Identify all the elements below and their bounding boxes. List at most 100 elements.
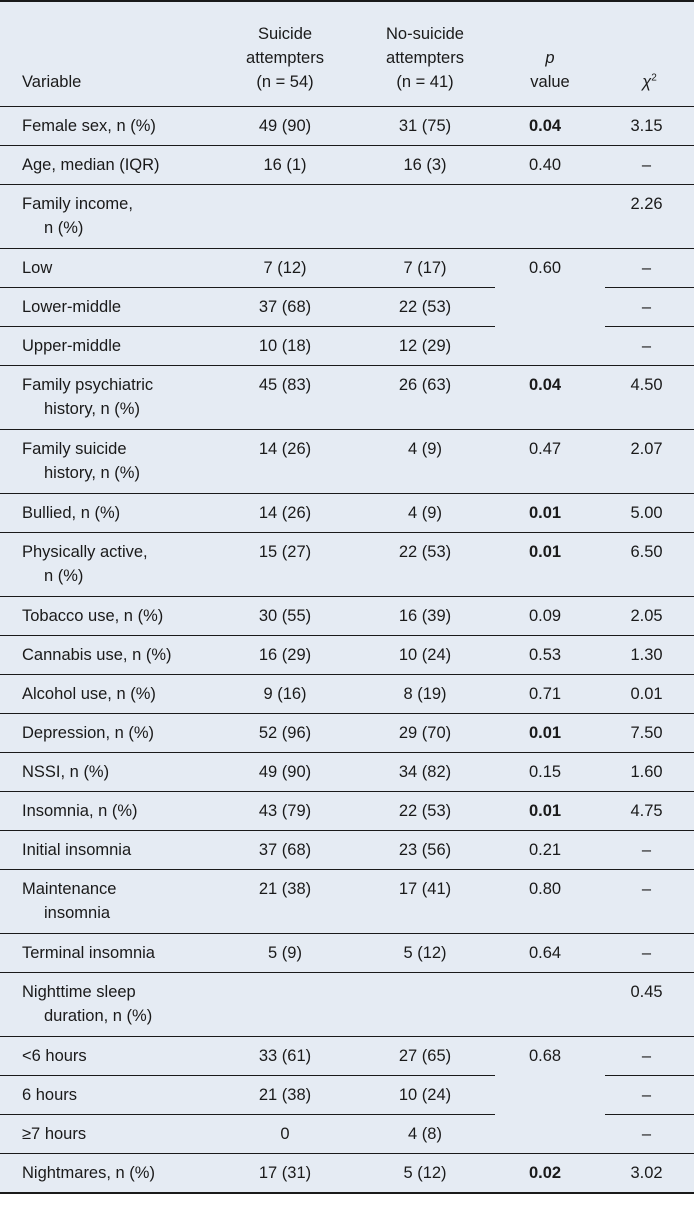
chi-square-value: –: [605, 869, 694, 934]
p-value: 0.71: [495, 674, 605, 714]
p-value: 0.47: [495, 429, 605, 494]
suicide-attempters-value: 52 (96): [215, 713, 355, 753]
chi-square-value: –: [605, 830, 694, 870]
chi-square-value: 0.45: [605, 972, 694, 1037]
chi-square-value: 4.75: [605, 791, 694, 831]
row-label: Low: [0, 248, 215, 288]
p-value: 0.15: [495, 752, 605, 792]
suicide-attempters-value: 5 (9): [215, 933, 355, 973]
row-label: Tobacco use, n (%): [0, 596, 215, 636]
no-suicide-attempters-value: 22 (53): [355, 532, 495, 597]
suicide-attempters-value: 16 (29): [215, 635, 355, 675]
no-suicide-attempters-value: 12 (29): [355, 326, 495, 366]
suicide-attempters-value: 30 (55): [215, 596, 355, 636]
row-label: Upper-middle: [0, 326, 215, 366]
p-value: 0.09: [495, 596, 605, 636]
row-label: ≥7 hours: [0, 1114, 215, 1154]
suicide-attempters-value: 33 (61): [215, 1036, 355, 1076]
chi-square-value: 1.60: [605, 752, 694, 792]
suicide-attempters-value: 15 (27): [215, 532, 355, 597]
suicide-attempters-value: 49 (90): [215, 752, 355, 792]
row-label: Cannabis use, n (%): [0, 635, 215, 675]
no-suicide-attempters-value: 31 (75): [355, 106, 495, 146]
p-value: 0.01: [495, 493, 605, 533]
p-value: 0.40: [495, 145, 605, 185]
table-row: ≥7 hours 0 4 (8) –: [0, 1114, 694, 1154]
suicide-attempters-value: 14 (26): [215, 493, 355, 533]
chi-square-value: 3.15: [605, 106, 694, 146]
row-label: Lower-middle: [0, 287, 215, 327]
row-label: Female sex, n (%): [0, 106, 215, 146]
p-value: 0.01: [495, 713, 605, 753]
chi-square-value: 3.02: [630, 1163, 663, 1182]
table-row: Bullied, n (%) 14 (26) 4 (9) 0.01 5.00: [0, 493, 694, 533]
chi-square-value: 2.07: [605, 429, 694, 494]
row-label: Nightmares, n (%): [22, 1163, 155, 1182]
table-row: Physically active, n (%) 15 (27) 22 (53)…: [0, 532, 694, 597]
row-label: <6 hours: [0, 1036, 215, 1076]
row-label: Physically active, n (%): [0, 532, 215, 597]
row-label: 6 hours: [0, 1075, 215, 1115]
table-row: Insomnia, n (%) 43 (79) 22 (53) 0.01 4.7…: [0, 791, 694, 831]
table-row: Nighttime sleep duration, n (%) 0.45: [0, 972, 694, 1037]
table-row: Age, median (IQR) 16 (1) 16 (3) 0.40 –: [0, 145, 694, 185]
table-row: NSSI, n (%) 49 (90) 34 (82) 0.15 1.60: [0, 752, 694, 792]
row-label: Insomnia, n (%): [0, 791, 215, 831]
suicide-attempters-value: 45 (83): [215, 365, 355, 430]
suicide-attempters-value: 37 (68): [215, 830, 355, 870]
suicide-attempters-value: 43 (79): [215, 791, 355, 831]
row-label: Age, median (IQR): [0, 145, 215, 185]
header-suicide-attempters: Suicide attempters (n = 54): [215, 2, 355, 107]
row-label: Maintenance insomnia: [0, 869, 215, 934]
chi-square-value: –: [605, 326, 694, 366]
no-suicide-attempters-value: [355, 972, 495, 1037]
no-suicide-attempters-value: 26 (63): [355, 365, 495, 430]
table-row: Family suicide history, n (%) 14 (26) 4 …: [0, 429, 694, 494]
chi-square-value: 0.01: [605, 674, 694, 714]
chi-square-value: –: [605, 1075, 694, 1115]
table-row: Depression, n (%) 52 (96) 29 (70) 0.01 7…: [0, 713, 694, 753]
no-suicide-attempters-value: 7 (17): [355, 248, 495, 288]
no-suicide-attempters-value: 27 (65): [355, 1036, 495, 1076]
row-label: Family suicide history, n (%): [0, 429, 215, 494]
suicide-attempters-value: [215, 184, 355, 249]
table-header-row: Variable Suicide attempters (n = 54) No-…: [0, 2, 694, 107]
p-value: 0.80: [495, 869, 605, 934]
no-suicide-attempters-value: 34 (82): [355, 752, 495, 792]
no-suicide-attempters-value: 10 (24): [355, 1075, 495, 1115]
chi-square-value: –: [605, 933, 694, 973]
no-suicide-attempters-value: 8 (19): [355, 674, 495, 714]
no-suicide-attempters-value: 5 (12): [355, 933, 495, 973]
suicide-attempters-value: 14 (26): [215, 429, 355, 494]
p-value: 0.01: [495, 532, 605, 597]
no-suicide-attempters-value: 17 (41): [355, 869, 495, 934]
p-value: 0.01: [495, 791, 605, 831]
suicide-attempters-value: 0: [215, 1114, 355, 1154]
suicide-attempters-value: 7 (12): [215, 248, 355, 288]
no-suicide-attempters-value: 23 (56): [355, 830, 495, 870]
p-value: 0.53: [495, 635, 605, 675]
no-suicide-attempters-value: 4 (9): [355, 429, 495, 494]
chi-square-value: 2.26: [605, 184, 694, 249]
chi-square-value: 7.50: [605, 713, 694, 753]
table-row: 6 hours 21 (38) 10 (24) –: [0, 1075, 694, 1115]
no-suicide-attempters-value: 22 (53): [355, 791, 495, 831]
row-label: Nighttime sleep duration, n (%): [0, 972, 215, 1037]
chi-square-value: 6.50: [605, 532, 694, 597]
p-value: 0.64: [495, 933, 605, 973]
p-value: [495, 972, 605, 1037]
chi-square-value: –: [605, 248, 694, 288]
p-value: 0.04: [495, 106, 605, 146]
no-suicide-attempters-value: 16 (3): [355, 145, 495, 185]
suicide-attempters-value: 10 (18): [215, 326, 355, 366]
chi-square-value: 2.05: [605, 596, 694, 636]
table-row: Tobacco use, n (%) 30 (55) 16 (39) 0.09 …: [0, 596, 694, 636]
chi-square-value: –: [605, 1036, 694, 1076]
chi-square-value: –: [605, 145, 694, 185]
row-label: NSSI, n (%): [0, 752, 215, 792]
suicide-attempters-value: 16 (1): [215, 145, 355, 185]
chi-square-value: –: [605, 1114, 694, 1154]
table-row: <6 hours 33 (61) 27 (65) 0.68 –: [0, 1036, 694, 1154]
